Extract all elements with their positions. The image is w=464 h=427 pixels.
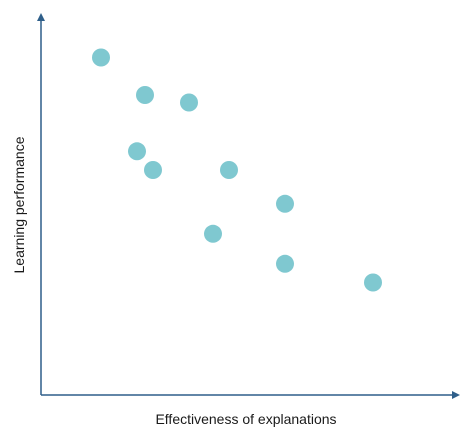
- data-point-3: [180, 93, 198, 112]
- data-point-10: [364, 273, 382, 292]
- data-point-2: [136, 86, 154, 104]
- x-axis-title: Effectiveness of explanations: [155, 411, 336, 427]
- y-axis-title: Learning performance: [11, 136, 27, 273]
- data-point-9: [276, 254, 294, 273]
- data-point-6: [220, 161, 238, 179]
- data-point-4: [128, 142, 146, 161]
- data-point-7: [276, 194, 294, 213]
- data-points: [92, 48, 382, 292]
- data-point-5: [144, 161, 162, 179]
- data-point-1: [92, 48, 110, 67]
- data-point-8: [204, 224, 222, 243]
